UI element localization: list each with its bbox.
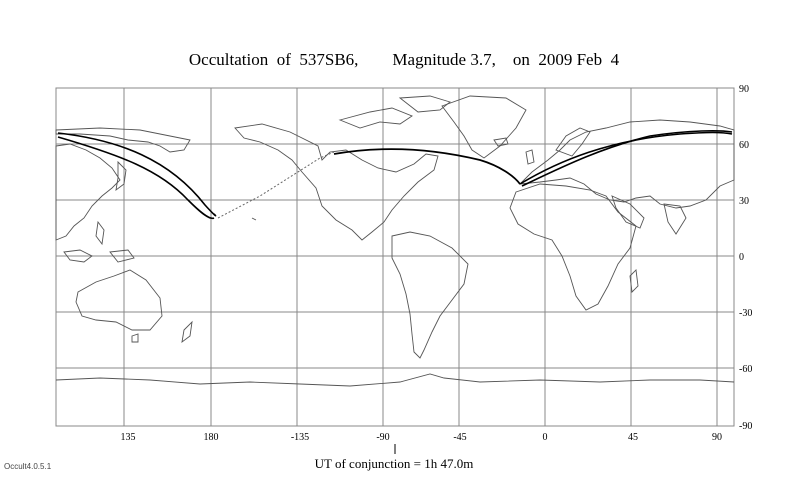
path-limit-south-west — [57, 136, 215, 220]
x-tick-label: 90 — [712, 432, 722, 443]
graticule — [56, 88, 734, 426]
y-tick-label: 60 — [739, 140, 749, 151]
path-limit-europe-north — [521, 130, 733, 187]
conjunction-time: UT of conjunction = 1h 47.0m — [314, 456, 474, 471]
x-tick-label: -90 — [376, 432, 389, 443]
x-tick-label: 45 — [628, 432, 638, 443]
y-tick-label: -60 — [739, 364, 752, 375]
occultation-path — [57, 130, 733, 220]
y-axis-labels: 90 60 30 0 -30 -60 -90 — [739, 84, 752, 432]
software-version: Occult4.0.5.1 — [4, 462, 52, 471]
path-limit-europe-south — [519, 131, 733, 185]
y-tick-label: 0 — [739, 252, 744, 263]
x-axis-labels: 135 180 -135 -90 -45 0 45 90 — [121, 432, 723, 443]
path-center-north-america — [333, 148, 521, 185]
x-tick-label: -45 — [453, 432, 466, 443]
y-tick-label: 90 — [739, 84, 749, 95]
coastlines — [55, 95, 735, 387]
y-tick-label: -90 — [739, 421, 752, 432]
map-frame — [55, 87, 735, 427]
x-tick-label: 135 — [121, 432, 136, 443]
path-limit-north-west — [57, 132, 217, 217]
x-tick-label: 180 — [204, 432, 219, 443]
chart-title: Occultation of 537SB6, Magnitude 3.7, on… — [188, 50, 620, 69]
y-tick-label: -30 — [739, 308, 752, 319]
x-tick-label: 0 — [543, 432, 548, 443]
x-tick-label: -135 — [291, 432, 309, 443]
y-tick-label: 30 — [739, 196, 749, 207]
